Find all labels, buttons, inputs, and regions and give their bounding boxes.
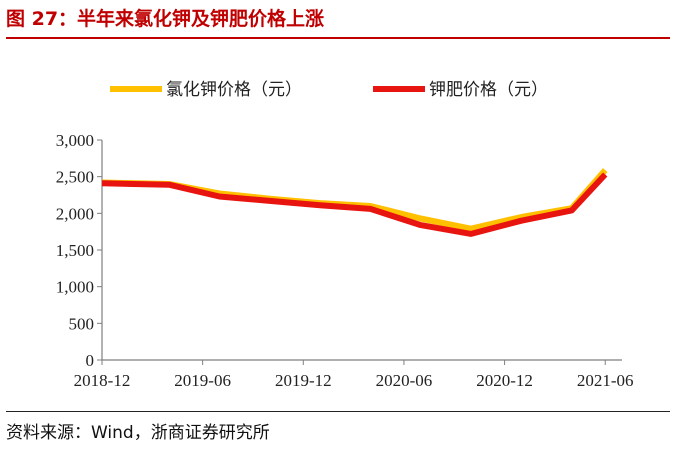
- chart-axes: 0 500 1,000 1,500 2,000 2,500 3,000 2018-12 2019…: [56, 131, 634, 390]
- x-tick-label: 2019-06: [174, 371, 231, 390]
- legend-label: 氯化钾价格（元）: [166, 80, 302, 100]
- source-note: 资料来源：Wind，浙商证券研究所: [6, 423, 270, 443]
- title-divider: [6, 37, 670, 39]
- chart-series: [101, 168, 608, 237]
- legend-label: 钾肥价格（元）: [429, 80, 548, 100]
- y-tick-label: 3,000: [56, 131, 94, 150]
- y-tick-label: 1,000: [56, 278, 94, 297]
- x-tick-label: 2018-12: [74, 371, 131, 390]
- x-tick-label: 2020-06: [376, 371, 433, 390]
- y-tick-label: 1,500: [56, 241, 94, 260]
- y-tick-label: 500: [69, 314, 95, 333]
- x-tick-label: 2019-12: [275, 371, 332, 390]
- y-tick-label: 2,500: [56, 168, 94, 187]
- chart-legend: 氯化钾价格（元） 钾肥价格（元）: [110, 80, 548, 100]
- legend-item-potash-price: 钾肥价格（元）: [373, 80, 548, 100]
- figure-title: 图 27：半年来氯化钾及钾肥价格上涨: [6, 8, 325, 30]
- y-tick-label: 0: [86, 351, 95, 370]
- y-tick-label: 2,000: [56, 204, 94, 223]
- x-tick-label: 2020-12: [476, 371, 533, 390]
- x-tick-label: 2021-06: [577, 371, 634, 390]
- source-divider: [6, 411, 670, 412]
- legend-item-kcl-price: 氯化钾价格（元）: [110, 80, 302, 100]
